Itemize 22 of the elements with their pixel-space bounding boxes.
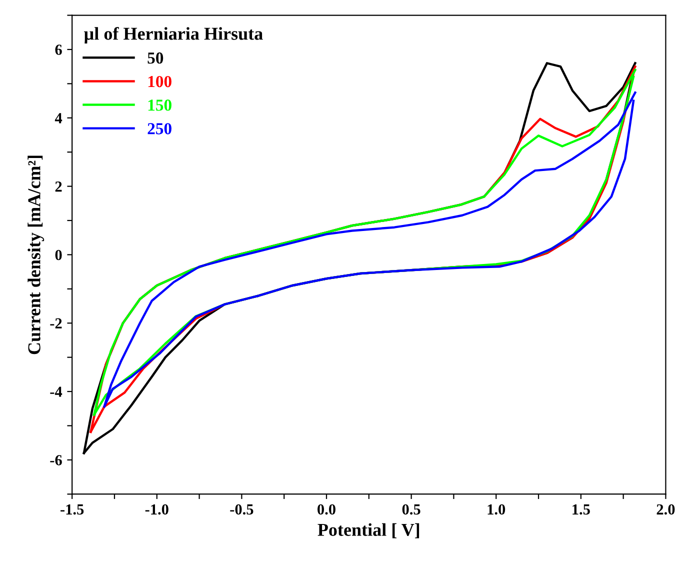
y-tick-label: -2 [50, 318, 62, 328]
legend-label: 50 [148, 52, 164, 64]
x-tick-label: -0.5 [230, 504, 254, 515]
x-tick-label: 0.0 [318, 504, 336, 515]
y-axis-title: Current density [mA/cm²] [28, 156, 44, 354]
legend-title: µl of Herniaria Hirsuta [84, 26, 263, 44]
y-tick-label: 4 [54, 113, 62, 124]
y-tick-label: 2 [55, 181, 62, 192]
x-axis-title: Potential [ V] [318, 523, 420, 538]
y-tick-label: -6 [50, 455, 62, 466]
y-tick-label: 0 [55, 250, 62, 260]
x-tick-label: 1.5 [572, 504, 590, 515]
x-tick-label: -1.0 [145, 504, 168, 515]
x-tick-label: 1.0 [488, 504, 506, 515]
legend-label: 100 [148, 76, 172, 88]
x-tick-label: 2.0 [656, 504, 675, 515]
legend-label: 150 [148, 100, 172, 111]
y-tick-label: -4 [50, 386, 62, 397]
x-tick-label: 0.5 [402, 504, 420, 515]
x-tick-label: -1.5 [60, 504, 84, 515]
legend-label: 250 [148, 123, 172, 134]
y-tick-label: 6 [55, 44, 62, 55]
